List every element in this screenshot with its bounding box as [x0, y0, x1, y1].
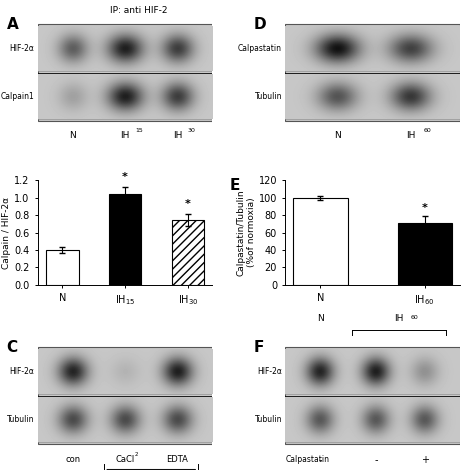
Text: Calpain1: Calpain1 [0, 92, 35, 101]
Text: con: con [65, 455, 81, 464]
Text: *: * [122, 172, 128, 182]
Text: -: - [319, 455, 322, 465]
Text: *: * [422, 203, 428, 212]
Bar [285, 350, 460, 394]
Y-axis label: Calpastatin/Tubulin
(%of normoxia): Calpastatin/Tubulin (%of normoxia) [237, 189, 256, 276]
Text: Tubulin: Tubulin [7, 415, 35, 424]
Text: Calpastatin: Calpastatin [238, 44, 282, 53]
Text: C: C [7, 340, 18, 355]
Text: HIF-2α: HIF-2α [9, 44, 35, 53]
Text: N: N [317, 314, 324, 323]
Text: E: E [230, 179, 240, 194]
Text: A: A [7, 17, 18, 31]
Text: Tubulin: Tubulin [255, 415, 282, 424]
Text: D: D [254, 17, 267, 31]
Text: HIF-2α: HIF-2α [9, 368, 35, 376]
Bar [38, 74, 212, 119]
Bar [46, 250, 79, 285]
Text: IH: IH [406, 132, 416, 141]
Text: 2: 2 [135, 452, 138, 457]
Text: +: + [421, 455, 429, 465]
Text: IH: IH [120, 132, 130, 141]
Text: Calpastatin: Calpastatin [285, 455, 329, 464]
Bar [172, 219, 204, 285]
Text: N: N [69, 132, 76, 141]
Text: B: B [0, 179, 1, 194]
Bar [285, 398, 460, 442]
Text: -: - [374, 455, 378, 465]
Text: Tubulin: Tubulin [255, 92, 282, 101]
Bar [38, 350, 212, 394]
Text: 60: 60 [411, 315, 419, 320]
Bar [109, 195, 141, 285]
Text: IP: anti HIF-2: IP: anti HIF-2 [110, 6, 168, 15]
Bar [293, 198, 347, 285]
Text: *: * [185, 199, 191, 209]
Text: EDTA: EDTA [166, 455, 188, 464]
Text: 60: 60 [423, 128, 431, 133]
Text: F: F [254, 340, 264, 355]
Y-axis label: Calpain / HIF-2α: Calpain / HIF-2α [2, 196, 11, 269]
Text: IH: IH [394, 314, 403, 323]
Bar [38, 26, 212, 71]
Bar [285, 74, 460, 119]
Bar [398, 223, 452, 285]
Text: N: N [334, 132, 341, 141]
Text: CaCl: CaCl [116, 455, 135, 464]
Bar [38, 398, 212, 442]
Text: 15: 15 [136, 128, 143, 133]
Bar [285, 26, 460, 71]
Text: HIF-2α: HIF-2α [257, 368, 282, 376]
Text: 30: 30 [188, 128, 196, 133]
Text: IH: IH [173, 132, 182, 141]
